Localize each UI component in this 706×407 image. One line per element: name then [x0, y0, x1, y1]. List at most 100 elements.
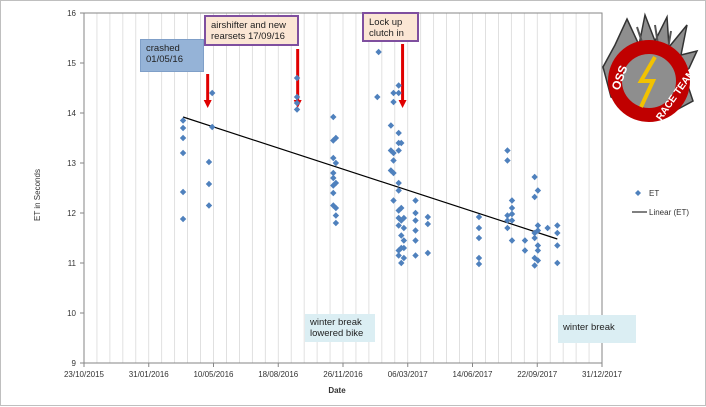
data-point	[400, 237, 408, 244]
data-point	[508, 204, 516, 212]
data-point	[534, 227, 542, 234]
logo-red-ring	[608, 40, 690, 122]
data-point	[424, 220, 432, 228]
data-point	[412, 252, 419, 259]
data-point	[395, 222, 402, 229]
data-point	[508, 197, 516, 204]
data-point	[332, 134, 340, 142]
data-point	[205, 158, 213, 166]
data-point	[395, 214, 402, 222]
data-point	[387, 122, 395, 129]
data-point	[395, 82, 402, 89]
annotation-winter-break: winter break	[558, 315, 636, 343]
data-point	[521, 247, 529, 254]
oss-race-team-logo: OSS RACE TEAM	[602, 12, 699, 123]
data-point	[531, 234, 538, 242]
data-point	[179, 117, 187, 124]
data-point	[395, 89, 402, 97]
data-point	[332, 179, 340, 187]
data-point	[332, 219, 340, 227]
data-point	[508, 210, 516, 218]
data-point	[412, 217, 419, 224]
data-point	[205, 180, 213, 188]
x-tick-label: 31/12/2017	[582, 370, 623, 379]
trendline-layer	[182, 116, 558, 240]
data-point	[179, 215, 187, 223]
data-point	[332, 159, 340, 167]
data-point	[390, 197, 397, 204]
x-axis-label: Date	[328, 386, 346, 395]
y-tick-label: 12	[67, 209, 76, 218]
data-point	[398, 259, 405, 267]
data-point	[424, 213, 432, 221]
x-tick-label: 23/10/2015	[64, 370, 105, 379]
data-point	[293, 74, 301, 82]
data-point	[475, 224, 483, 232]
data-point	[504, 147, 511, 154]
y-tick-label: 9	[72, 359, 77, 368]
data-point	[531, 262, 538, 269]
data-point	[390, 89, 397, 97]
data-point	[398, 217, 405, 224]
data-point	[424, 249, 432, 257]
data-point	[179, 149, 187, 157]
data-point	[534, 222, 542, 229]
data-point	[508, 237, 516, 244]
x-tick-label: 18/08/2016	[258, 370, 299, 379]
data-point	[179, 124, 187, 132]
data-point	[412, 209, 419, 217]
x-tick-label: 14/06/2017	[452, 370, 493, 379]
data-point	[395, 147, 402, 154]
data-point	[209, 123, 216, 131]
data-point	[554, 222, 561, 229]
y-tick-label: 16	[67, 9, 76, 18]
y-tick-label: 11	[68, 259, 77, 268]
data-point	[395, 187, 402, 194]
annotation-winter-break-lowered: winter break lowered bike	[305, 314, 375, 342]
data-point	[531, 229, 538, 237]
data-point	[508, 217, 516, 224]
data-point	[390, 157, 397, 164]
data-point	[534, 257, 542, 264]
data-point	[390, 169, 397, 177]
data-point	[395, 179, 402, 187]
data-point	[521, 237, 529, 244]
data-point	[398, 139, 405, 147]
data-point	[475, 260, 483, 268]
data-point	[400, 214, 408, 222]
data-point	[332, 212, 340, 219]
data-point	[504, 224, 511, 232]
data-point	[504, 217, 511, 224]
data-point	[534, 242, 542, 249]
y-tick-label: 14	[67, 109, 76, 118]
logo-lightning-icon	[637, 55, 657, 108]
x-ticks: 23/10/2015 31/01/2016 10/05/2016 18/08/2016…	[64, 363, 623, 379]
data-point	[544, 224, 551, 232]
data-point	[205, 202, 213, 209]
x-tick-label: 26/11/2016	[323, 370, 363, 379]
data-point	[412, 227, 419, 234]
data-point	[375, 48, 382, 56]
data-point	[390, 98, 397, 106]
y-tick-label: 15	[67, 59, 76, 68]
x-tick-label: 10/05/2016	[193, 370, 234, 379]
data-point	[534, 187, 542, 194]
legend-label-linear: Linear (ET)	[649, 208, 689, 217]
data-point	[330, 174, 337, 182]
data-point	[330, 189, 337, 197]
data-point	[395, 129, 402, 137]
data-point	[554, 229, 561, 237]
y-tick-label: 13	[67, 159, 76, 168]
legend: ET Linear (ET)	[632, 189, 689, 217]
data-point	[475, 254, 483, 262]
data-point	[412, 197, 419, 204]
data-point	[400, 244, 408, 252]
data-point	[400, 224, 408, 232]
x-tick-label: 06/03/2017	[388, 370, 429, 379]
data-point	[209, 89, 216, 97]
data-point	[293, 99, 301, 107]
data-point	[330, 113, 337, 121]
data-point	[475, 234, 483, 242]
x-tick-label: 31/01/2016	[129, 370, 170, 379]
